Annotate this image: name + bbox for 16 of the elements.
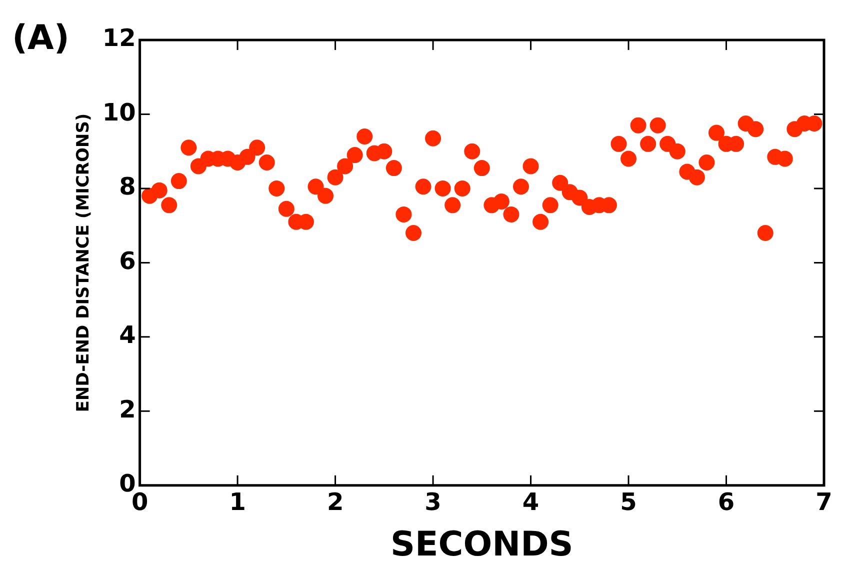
y-tick-label: 6 bbox=[119, 246, 136, 275]
x-tick-label: 5 bbox=[620, 488, 637, 516]
y-tick-label: 4 bbox=[119, 321, 136, 350]
x-tick-label: 1 bbox=[229, 488, 246, 516]
y-tick-label: 2 bbox=[119, 395, 136, 424]
x-tick-label: 6 bbox=[718, 488, 735, 516]
x-tick-label: 7 bbox=[816, 488, 832, 516]
x-axis-title: SECONDS bbox=[390, 524, 574, 564]
y-tick-label: 10 bbox=[102, 98, 136, 126]
y-axis-title: END-END DISTANCE (MICRONS) bbox=[74, 113, 94, 412]
x-tick-label: 2 bbox=[326, 488, 344, 516]
x-tick-label: 4 bbox=[522, 488, 540, 516]
text: (A) bbox=[12, 18, 70, 58]
y-tick-label: 12 bbox=[102, 24, 136, 52]
y-tick-label: 8 bbox=[119, 172, 136, 201]
x-tick-label: 3 bbox=[424, 488, 442, 516]
